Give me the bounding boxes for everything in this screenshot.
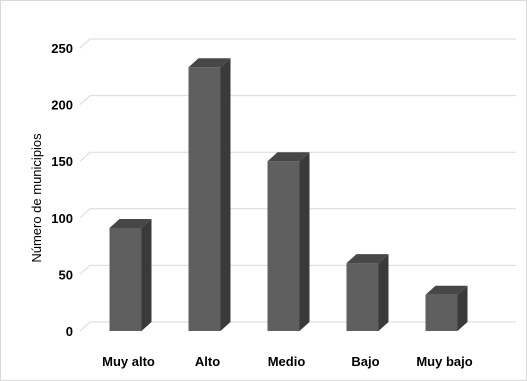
x-tick-label: Alto <box>195 354 220 369</box>
x-tick-label: Medio <box>268 354 306 369</box>
bar-alto <box>188 58 231 332</box>
bar-bajo <box>346 254 389 331</box>
gridline-connector <box>79 321 91 332</box>
bar-side <box>299 152 310 331</box>
y-tick-label: 100 <box>51 211 73 226</box>
y-tick-label: 200 <box>51 98 73 113</box>
gridline-connector <box>79 265 91 275</box>
bar-side <box>457 285 468 331</box>
bar-front <box>346 263 379 331</box>
x-tick-label: Muy bajo <box>416 354 472 369</box>
bar-top <box>425 285 468 295</box>
x-tick-label: Bajo <box>351 354 379 369</box>
bar-top <box>188 58 231 68</box>
x-tick-label: Muy alto <box>102 354 155 369</box>
y-axis-title: Número de municipios <box>29 133 44 263</box>
bar-front <box>109 227 142 331</box>
bar-front <box>425 294 458 331</box>
bar-top <box>346 254 389 264</box>
y-tick-label: 50 <box>59 267 73 282</box>
bar-muy-alto <box>109 218 152 331</box>
bars <box>109 58 468 332</box>
bar-top <box>267 152 310 162</box>
bar-front <box>188 67 221 331</box>
y-tick-label: 150 <box>51 154 73 169</box>
bar-muy-bajo <box>425 285 468 331</box>
gridline-connector <box>79 208 91 219</box>
bar-side <box>141 218 152 331</box>
bar-front <box>267 161 300 331</box>
bar-top <box>109 218 152 228</box>
y-tick-label: 0 <box>66 324 73 339</box>
bar-medio <box>267 152 310 331</box>
bar-side <box>378 254 389 331</box>
gridline-connector <box>79 95 91 105</box>
bar-side <box>220 58 231 332</box>
y-axis-ticks: 0 50 100 150 200 250 <box>51 41 73 339</box>
gridline-connector <box>79 151 91 162</box>
x-axis-ticks: Muy alto Alto Medio Bajo Muy bajo <box>102 354 473 369</box>
gridline-connector <box>79 38 91 49</box>
y-tick-label: 250 <box>51 41 73 56</box>
